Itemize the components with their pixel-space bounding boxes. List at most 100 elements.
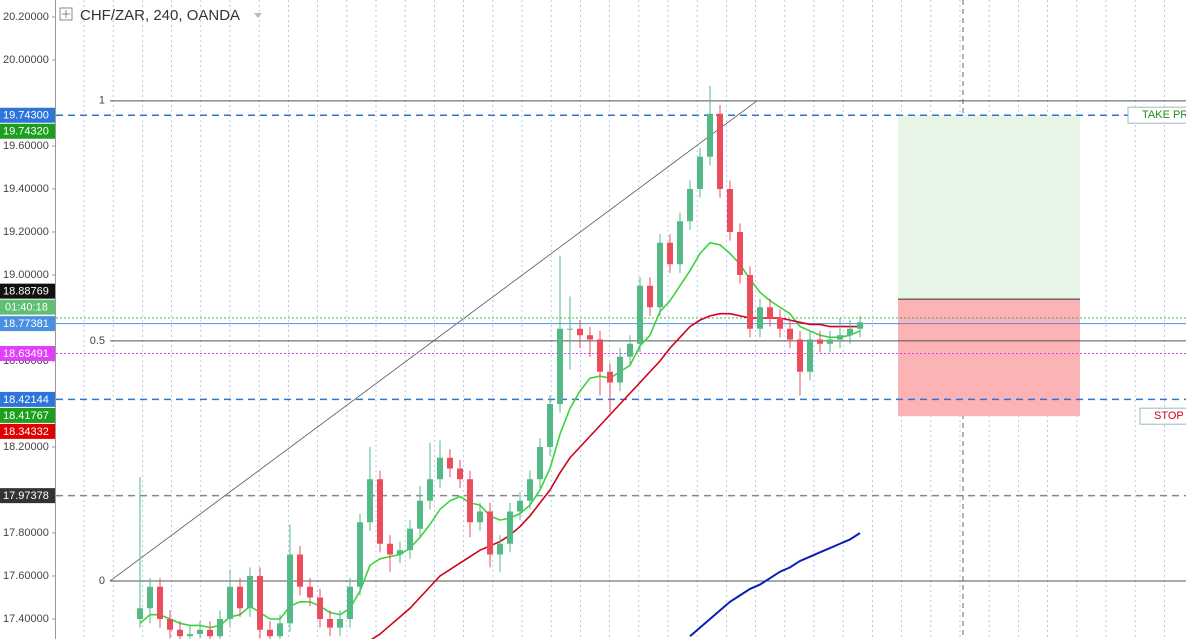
candle-body [197,629,203,635]
candle-body [727,188,733,232]
fib-label: 1 [99,95,105,107]
candle-body [737,231,743,275]
candle-body [187,634,193,637]
plot: 10.50 [56,85,1186,639]
candle-body [717,113,723,189]
price-label-box [0,423,55,439]
price-label: 18.42144 [3,394,49,406]
candle-body [627,343,633,357]
price-label: 19.74320 [3,126,49,138]
candle-body [417,500,423,529]
candle-body [267,629,273,637]
candle-body [137,608,143,620]
candle-body [147,586,153,609]
moving-average [689,532,861,637]
price-label: 17.97378 [3,490,49,502]
y-tick-label: 17.40000 [3,613,49,625]
candle-body [797,339,803,372]
y-tick-label: 17.80000 [3,527,49,539]
candle-body [347,586,353,620]
candle-body [217,619,223,637]
price-label-box [0,407,55,423]
candle-body [537,446,543,480]
candle-body [837,335,843,340]
target-zone [898,115,1080,300]
candle-body [387,543,393,555]
price-label-box [0,316,55,332]
candle-body [847,328,853,336]
order-tag-label: TAKE PROFIT [1142,109,1186,121]
price-label-box [0,107,55,123]
candle-body [547,403,553,447]
candle-body [297,554,303,587]
candle-body [157,586,163,620]
dropdown-icon[interactable] [254,13,262,18]
candle-body [787,328,793,340]
candle-body [707,113,713,157]
candle-body [517,500,523,512]
candle-body [167,619,173,630]
price-label-box [0,488,55,504]
price-label-box [0,283,55,299]
session-lines [83,0,1165,639]
chart-title: CHF/ZAR, 240, OANDA [80,7,240,24]
candle-body [807,339,813,372]
price-label: 18.41767 [3,410,49,422]
fib-label: 0.5 [90,335,105,347]
price-label: 18.34332 [3,426,49,438]
candle-body [657,242,663,308]
candle-body [177,629,183,637]
candle-body [567,328,573,330]
candle-body [497,543,503,555]
candle-body [337,619,343,628]
price-label-box [0,391,55,407]
candle-body [667,242,673,265]
price-label-box [0,123,55,139]
candle-body [247,576,253,609]
candle-body [767,307,773,318]
candle-body [407,528,413,551]
candle-body [527,479,533,501]
fib-trendline [109,100,758,582]
order-tag [1139,407,1186,425]
candle-body [207,629,213,637]
candle-body [467,479,473,523]
candle-body [597,339,603,372]
candle-body [227,586,233,620]
y-tick-label: 19.20000 [3,226,49,238]
y-tick-label: 20.20000 [3,11,49,23]
candle-body [327,619,333,628]
fib-label: 0 [99,575,105,587]
order-tag [1127,106,1186,124]
price-label: 18.88769 [3,286,49,298]
candle-body [507,511,513,544]
candle-body [287,554,293,624]
candle-body [687,188,693,222]
candle-body [427,479,433,501]
candle-body [557,328,563,404]
y-tick-label: 19.40000 [3,183,49,195]
candle-body [777,317,783,329]
candle-body [277,623,283,637]
candle-body [647,285,653,308]
candle-body [577,328,583,336]
stop-zone [898,299,1080,417]
candle-body [857,322,863,329]
candle-body [447,457,453,469]
countdown: 01:40:18 [5,302,48,314]
candle-body [317,597,323,620]
candle-body [637,285,643,344]
y-tick-label: 20.00000 [3,54,49,66]
price-label: 18.63491 [3,348,49,360]
candle-body [617,356,623,383]
y-tick-label: 18.20000 [3,441,49,453]
candle-body [457,468,463,480]
expand-icon[interactable] [59,7,73,21]
candle-body [237,586,243,609]
candle-body [367,479,373,523]
order-tag-label: STOP LOSS [1154,410,1186,422]
candle-body [487,511,493,555]
candle-body [587,335,593,340]
price-label-box [0,345,55,361]
